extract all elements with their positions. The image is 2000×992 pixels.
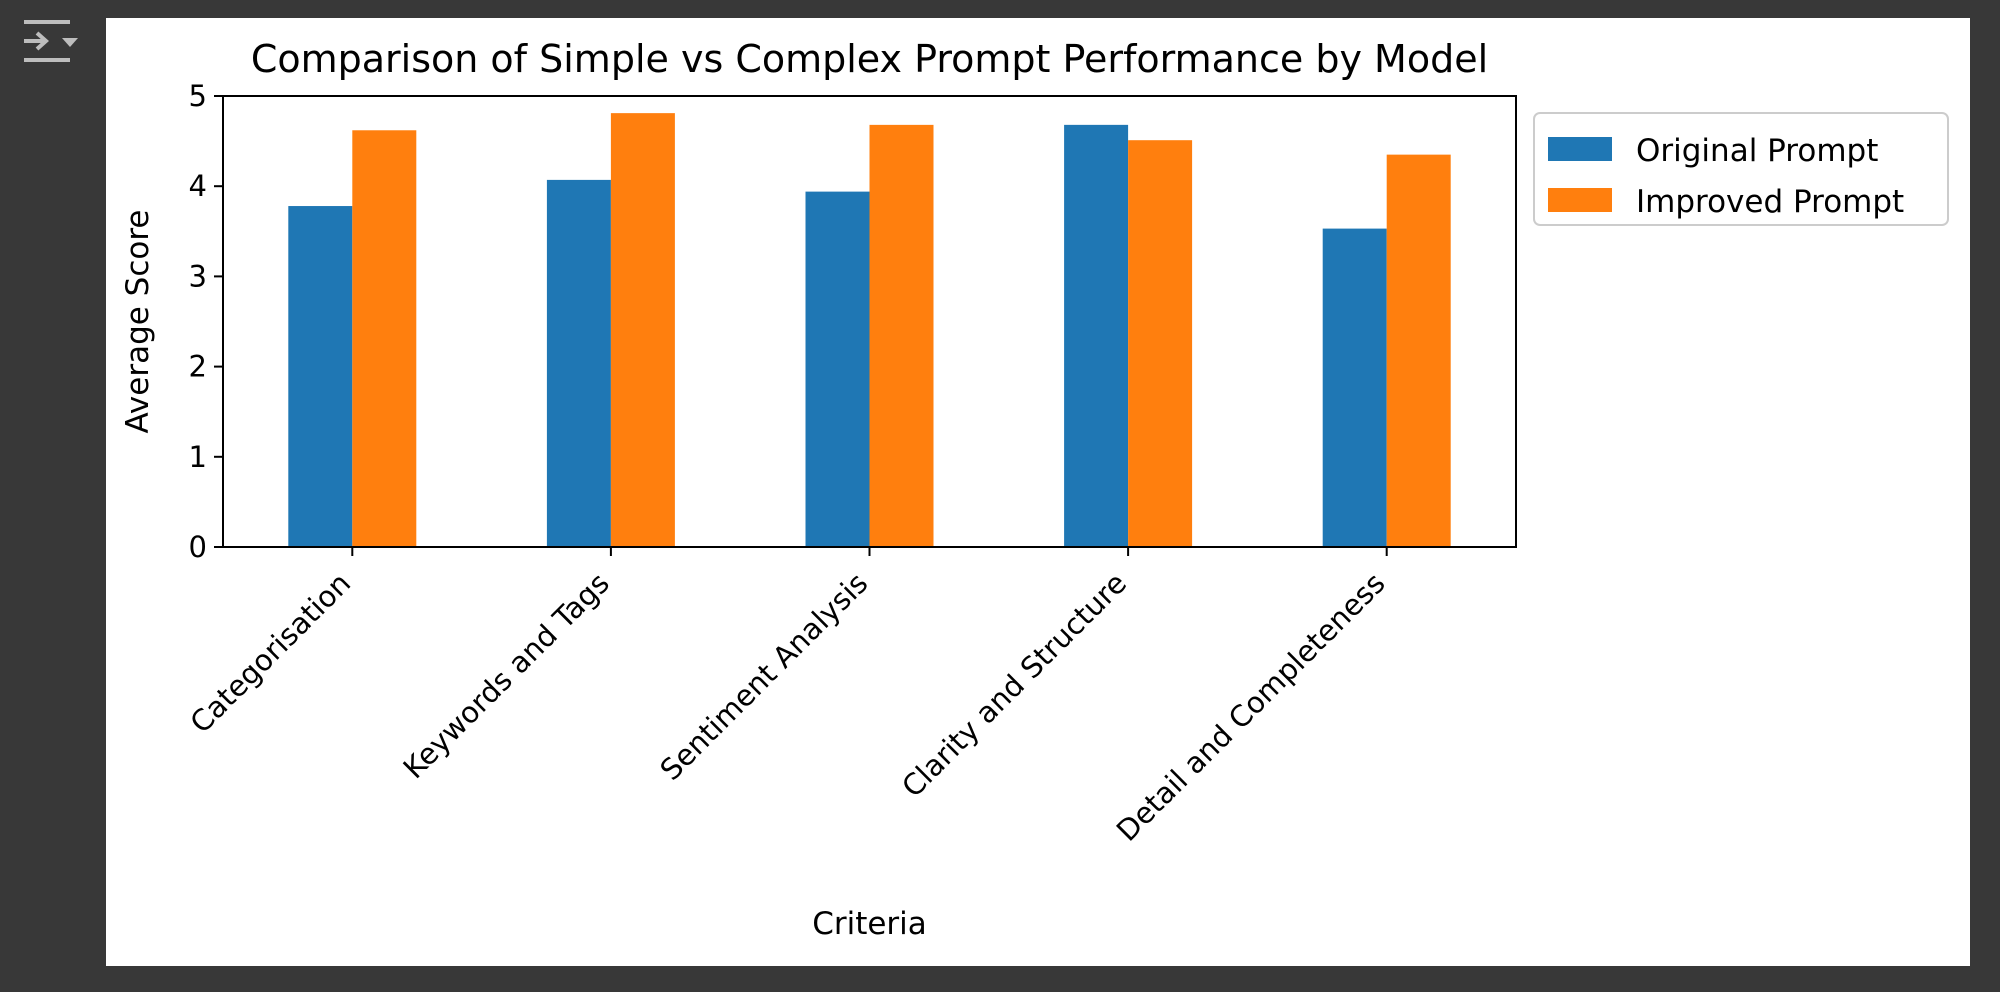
x-tick-label: Keywords and Tags <box>397 566 616 785</box>
x-axis-label: Criteria <box>812 906 927 942</box>
x-tick-label: Detail and Completeness <box>1110 566 1392 848</box>
y-axis: 0 1 2 3 4 5 <box>189 79 223 564</box>
bar-original-3 <box>1064 124 1129 547</box>
collapse-output-icon <box>24 20 78 62</box>
bar-original-0 <box>288 206 353 547</box>
legend-label-0: Original Prompt <box>1636 133 1878 169</box>
legend-label-1: Improved Prompt <box>1636 184 1904 220</box>
bar-original-1 <box>546 179 611 548</box>
y-tick-label: 3 <box>189 259 207 293</box>
collapse-output-button[interactable] <box>18 14 78 70</box>
bars-group <box>288 113 1451 548</box>
bar-improved-3 <box>1128 140 1193 547</box>
chart-title: Comparison of Simple vs Complex Prompt P… <box>251 37 1488 81</box>
legend: Original Prompt Improved Prompt <box>1533 112 1949 226</box>
y-tick-label: 1 <box>189 440 207 474</box>
y-tick-label: 5 <box>189 79 207 113</box>
legend-box <box>1533 112 1949 226</box>
bar-improved-4 <box>1386 154 1451 547</box>
x-tick-label: Categorisation <box>183 566 357 740</box>
y-axis-label: Average Score <box>120 210 156 434</box>
x-axis: Categorisation Keywords and Tags Sentiment… <box>183 547 1392 848</box>
bar-original-4 <box>1322 228 1387 547</box>
bar-improved-1 <box>610 113 675 547</box>
cell-output-area: Comparison of Simple vs Complex Prompt P… <box>106 18 1970 966</box>
bar-improved-2 <box>869 124 934 547</box>
x-tick-label: Sentiment Analysis <box>653 566 874 787</box>
bar-original-2 <box>805 191 870 547</box>
x-tick-label: Clarity and Structure <box>895 566 1133 804</box>
y-tick-label: 2 <box>189 350 207 384</box>
bar-improved-0 <box>352 130 417 547</box>
y-tick-label: 0 <box>189 530 207 564</box>
y-tick-label: 4 <box>189 169 207 203</box>
legend-swatch-0 <box>1548 137 1612 161</box>
bar-chart: Comparison of Simple vs Complex Prompt P… <box>120 37 1949 942</box>
legend-swatch-1 <box>1548 188 1612 212</box>
